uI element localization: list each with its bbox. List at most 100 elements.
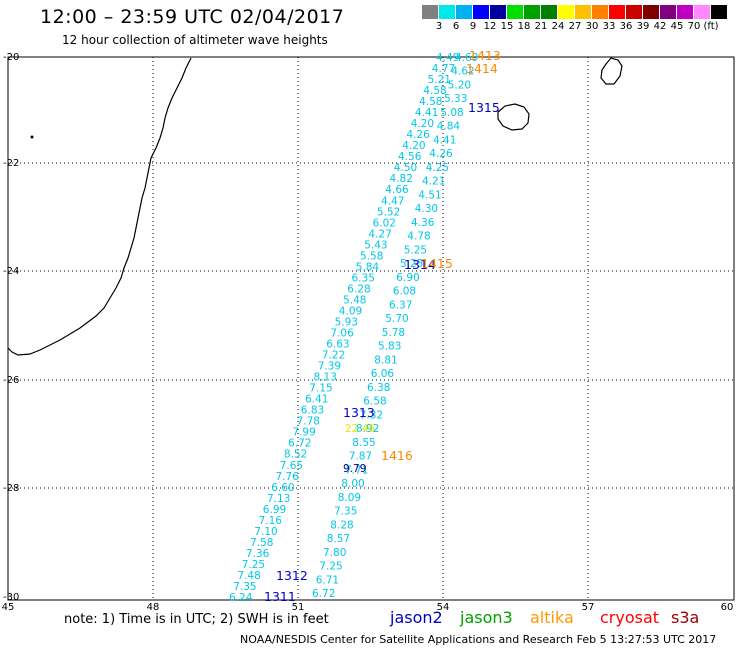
wave-height-value: 4.47	[381, 195, 404, 207]
wave-height-value: 6.08	[393, 286, 416, 298]
wave-height-value: 5.25	[400, 258, 423, 270]
wave-height-value: 4.66	[385, 184, 409, 196]
legend-s3a: s3a	[671, 608, 700, 627]
scale-label: 42	[653, 21, 667, 32]
page-subtitle: 12 hour collection of altimeter wave hei…	[62, 33, 328, 47]
wave-height-value: 7.25	[242, 559, 265, 571]
scale-label: 33	[602, 21, 616, 32]
scale-swatch	[711, 5, 728, 19]
wave-height-value: 7.32	[360, 409, 383, 421]
wave-height-value: 7.80	[323, 547, 346, 559]
lat-label-20: -20	[3, 52, 20, 63]
scale-label: 70	[687, 21, 701, 32]
wave-height-value: 4.49	[436, 52, 459, 64]
wave-height-value: 4.25	[426, 162, 449, 174]
wave-height-value: 4.26	[406, 129, 430, 141]
wave-height-value: 7.16	[259, 515, 283, 527]
wave-height-value: 4.62	[451, 66, 474, 78]
wave-height-value: 6.38	[367, 382, 390, 394]
wave-height-value: 4.26	[429, 148, 453, 160]
wave-height-value: 5.70	[385, 313, 408, 325]
scale-label: 30	[585, 21, 599, 32]
wave-height-value: 4.20	[402, 140, 425, 152]
altimeter-track-b: 4.694.625.205.335.084.844.414.264.254.21…	[312, 52, 478, 600]
note-text: note: 1) Time is in UTC; 2) SWH is in fe…	[64, 612, 329, 627]
wave-height-value: 7.65	[280, 460, 303, 472]
scale-label: 27	[568, 21, 582, 32]
scale-label: 18	[517, 21, 531, 32]
wave-height-value: 7.06	[330, 328, 354, 340]
legend-cryosat: cryosat	[600, 608, 660, 627]
wave-height-value: 6.37	[389, 299, 412, 311]
scale-swatch	[592, 5, 609, 19]
wave-height-value: 8.92	[356, 423, 379, 435]
scale-label: 36	[619, 21, 633, 32]
scale-swatch	[643, 5, 660, 19]
wave-height-value: 7.35	[233, 581, 256, 593]
scale-swatch	[473, 5, 490, 19]
legend-jason3: jason3	[460, 608, 513, 627]
wave-height-value: 6.72	[312, 588, 335, 600]
wave-height-value: 5.78	[382, 327, 405, 339]
wave-height-value: 6.83	[301, 405, 324, 417]
wave-height-value: 4.41	[415, 107, 438, 119]
scale-label: 9	[469, 21, 477, 32]
lon-label-57: 57	[581, 602, 595, 613]
scale-swatch	[626, 5, 643, 19]
credit-line: NOAA/NESDIS Center for Satellite Applica…	[240, 633, 717, 646]
wave-height-value: 4.50	[394, 162, 417, 174]
reunion-island	[497, 103, 530, 131]
scale-swatch	[524, 5, 541, 19]
wave-height-value: 4.36	[411, 217, 435, 229]
page-title: 12:00 – 23:59 UTC 02/04/2017	[40, 6, 345, 28]
wave-height-value: 5.83	[378, 341, 401, 353]
wave-height-value: 6.35	[352, 272, 375, 284]
wave-height-value: 7.22	[322, 350, 345, 362]
pass-time-label: 1415	[421, 256, 453, 271]
wave-height-value: 7.99	[292, 427, 315, 439]
wave-height-value: 7.71	[345, 464, 368, 476]
scale-swatch	[456, 5, 473, 19]
legend-altika: altika	[530, 608, 574, 627]
lon-label-45: 45	[1, 602, 15, 613]
mauritius-island	[600, 57, 623, 85]
scale-label: 24	[551, 21, 565, 32]
wave-height-value: 4.78	[407, 231, 430, 243]
pass-time-label: 1315	[468, 100, 500, 115]
wave-height-value: 5.84	[356, 261, 380, 273]
wave-height-value: 4.51	[418, 189, 441, 201]
wave-height-value: 5.48	[343, 294, 366, 306]
scale-label: 6	[452, 21, 460, 32]
scale-swatch	[490, 5, 507, 19]
wave-height-value: 6.06	[371, 368, 395, 380]
wave-height-value: 7.13	[267, 493, 290, 505]
wave-height-value: 7.58	[250, 537, 273, 549]
wave-height-value: 8.52	[284, 449, 307, 461]
gridlines	[8, 57, 734, 600]
lon-label-48: 48	[146, 602, 160, 613]
pass-time-label: 1313	[343, 405, 375, 420]
wave-height-value: 4.58	[419, 96, 442, 108]
wave-height-value: 5.52	[377, 206, 400, 218]
map-frame	[7, 56, 735, 601]
extra-values: 22.46 9.79	[343, 423, 375, 475]
scale-swatch	[558, 5, 575, 19]
altimeter-track-a: 4.494.775.214.584.584.414.204.264.204.56…	[229, 52, 459, 604]
wave-height-value: 8.13	[314, 372, 337, 384]
wave-height-value: 5.33	[444, 93, 467, 105]
lat-label-28: -28	[3, 483, 20, 494]
scale-swatch	[439, 5, 456, 19]
pass-time-label: 1413	[469, 48, 501, 63]
color-scale	[422, 5, 728, 19]
wave-height-value: 6.72	[288, 438, 311, 450]
wave-height-value: 4.41	[433, 135, 456, 147]
wave-height-value: 9.79	[343, 463, 366, 475]
scale-swatch	[575, 5, 592, 19]
scale-label: 15	[500, 21, 514, 32]
legend-jason2: jason2	[390, 608, 443, 627]
wave-height-value: 7.10	[254, 526, 277, 538]
pass-time-label: 1312	[276, 568, 308, 583]
wave-height-value: 8.28	[330, 519, 353, 531]
wave-height-value: 6.41	[305, 394, 328, 406]
